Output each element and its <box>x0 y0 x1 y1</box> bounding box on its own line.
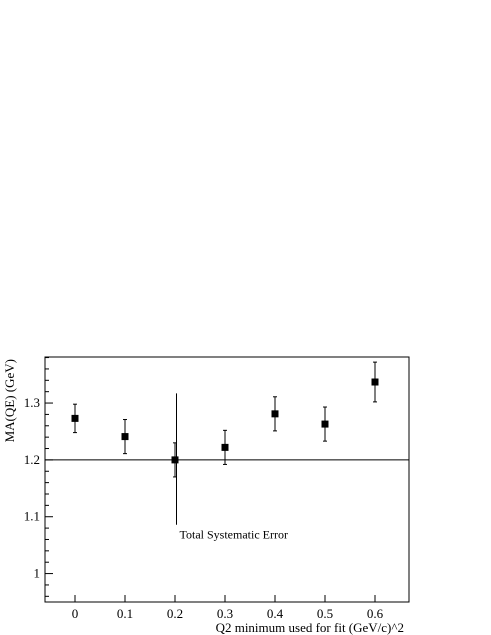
y-tick-label: 1 <box>34 566 41 581</box>
y-tick-label: 1.3 <box>24 395 40 410</box>
x-tick-label: 0.2 <box>167 606 183 621</box>
data-point <box>371 378 379 386</box>
y-axis-ticks: 1 1.1 1.2 1.3 <box>24 357 53 597</box>
data-point <box>221 443 229 451</box>
data-point <box>321 420 329 428</box>
x-axis-ticks: 0 0.1 0.2 0.3 0.4 0.5 0.6 <box>72 595 384 621</box>
data-point <box>121 433 129 441</box>
x-tick-label: 0.6 <box>367 606 384 621</box>
y-tick-label: 1.1 <box>24 509 40 524</box>
data-point <box>71 414 79 422</box>
y-tick-label: 1.2 <box>24 452 40 467</box>
x-tick-label: 0 <box>72 606 79 621</box>
x-tick-label: 0.5 <box>317 606 333 621</box>
x-tick-label: 0.1 <box>117 606 133 621</box>
plot-frame <box>44 356 410 603</box>
systematic-error-label: Total Systematic Error <box>180 528 288 542</box>
x-tick-label: 0.4 <box>267 606 284 621</box>
data-points-group <box>71 361 379 478</box>
data-point <box>171 456 179 464</box>
data-point <box>271 410 279 418</box>
x-axis-label: Q2 minimum used for fit (GeV/c)^2 <box>216 620 404 635</box>
systematic-error-group: Total Systematic Error <box>176 393 288 542</box>
y-axis-label: MA(QE) (GeV) <box>2 359 17 442</box>
x-tick-label: 0.3 <box>217 606 233 621</box>
